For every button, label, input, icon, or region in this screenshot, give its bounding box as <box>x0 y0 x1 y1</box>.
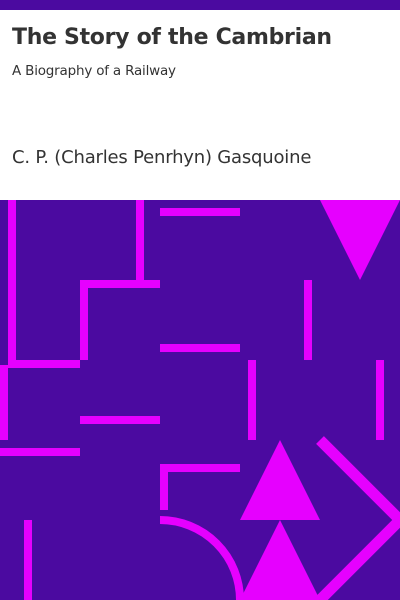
top-color-bar <box>0 0 400 10</box>
bar-col3 <box>248 360 256 440</box>
bar-left-bottom <box>24 520 32 600</box>
book-subtitle: A Biography of a Railway <box>12 63 176 79</box>
bar-left-mid <box>0 365 8 440</box>
book-title: The Story of the Cambrian <box>12 25 332 50</box>
triangle-bottom <box>240 520 320 600</box>
hbar-left-low <box>0 448 80 456</box>
hbar-left <box>8 360 80 368</box>
arc-bottom <box>159 516 244 600</box>
hbar-lower <box>80 416 160 424</box>
hbar-col2 <box>80 280 160 288</box>
chevron-bottom-right <box>316 436 400 600</box>
cover-art-pattern <box>0 200 400 600</box>
hbar-mid <box>160 344 240 352</box>
hbar-top <box>160 208 240 216</box>
bar-left-top <box>8 200 16 360</box>
bar-right <box>376 360 384 440</box>
triangle-top-right <box>320 200 400 280</box>
triangle-mid <box>240 440 320 520</box>
hbar-center-low <box>160 464 240 472</box>
bar-center-bottom <box>160 470 168 510</box>
art-shapes <box>0 200 400 600</box>
bar-col4 <box>304 280 312 360</box>
art-background <box>0 200 400 600</box>
book-author: C. P. (Charles Penrhyn) Gasquoine <box>12 147 312 168</box>
bar-col2-top <box>136 200 144 280</box>
bar-col2-mid <box>80 280 88 360</box>
